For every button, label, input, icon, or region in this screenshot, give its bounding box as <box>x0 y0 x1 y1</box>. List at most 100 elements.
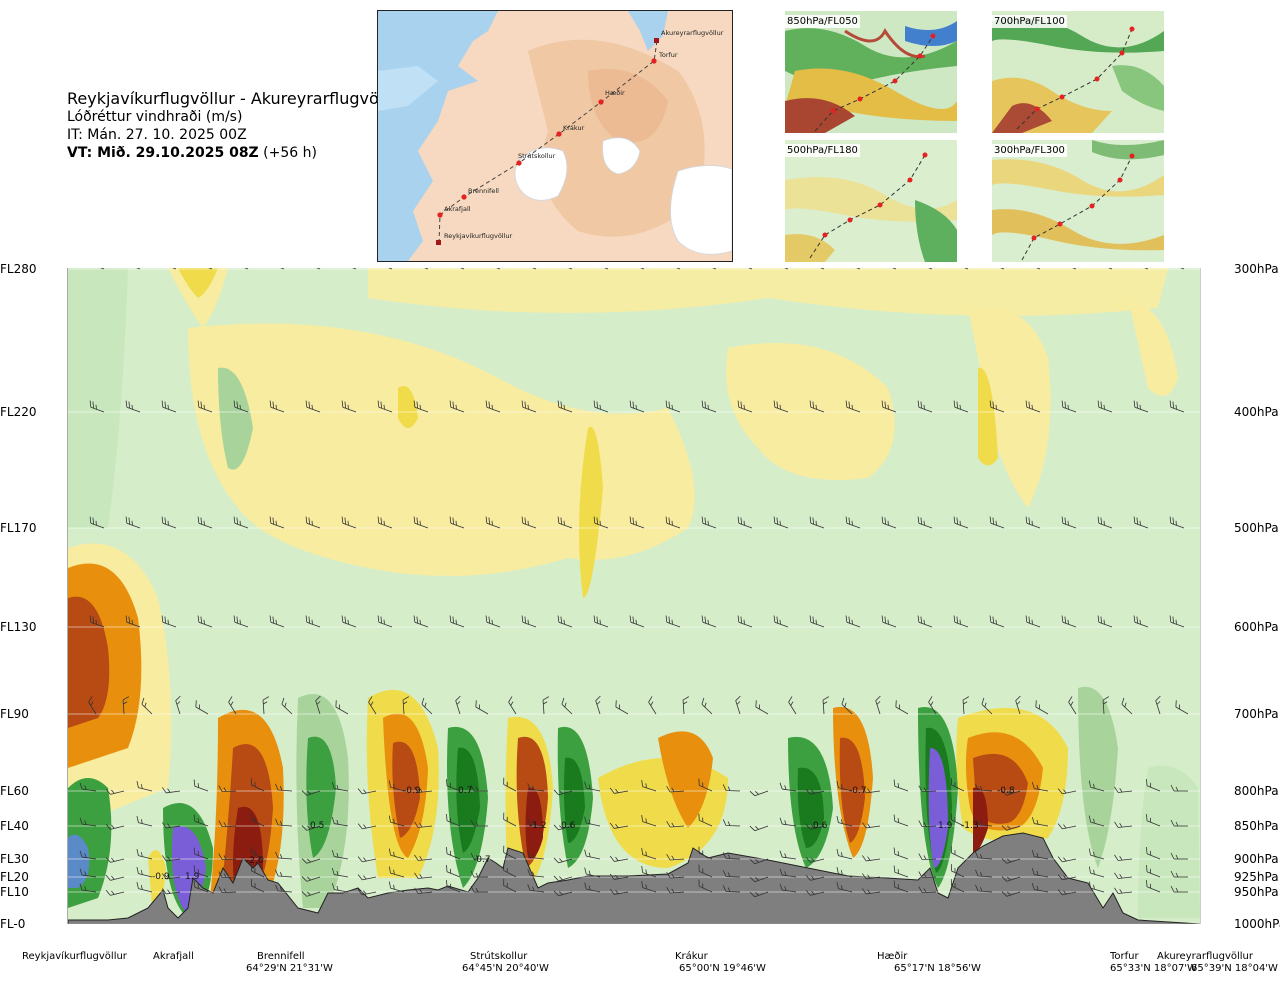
inset-850-graphic <box>785 11 957 133</box>
wind-barb <box>414 821 433 828</box>
wind-barb <box>136 848 153 860</box>
wind-barb <box>666 853 685 861</box>
wind-barb <box>893 847 909 860</box>
wind-barb <box>1146 779 1161 792</box>
wind-barb <box>470 784 488 792</box>
wind-barb <box>162 855 181 862</box>
wind-barb <box>1057 874 1077 881</box>
left-axis-label: FL170 <box>0 521 37 535</box>
wind-barb <box>105 857 125 863</box>
wind-barb <box>446 847 461 860</box>
waypoint-coord: 65°17'N 18°56'W <box>894 963 981 974</box>
wind-barb <box>862 822 881 829</box>
wind-barb <box>136 815 153 827</box>
wind-barb <box>79 883 97 893</box>
wind-barb <box>218 886 237 893</box>
wind-barb <box>682 696 690 715</box>
wind-barb <box>641 880 657 893</box>
value-label: -0.8 <box>997 786 1015 796</box>
wind-barb <box>341 400 357 413</box>
wind-barb <box>1102 696 1110 715</box>
wind-barb <box>584 816 601 827</box>
wind-barb <box>301 858 321 864</box>
wind-barb <box>1097 615 1113 628</box>
wind-barb <box>805 890 825 896</box>
wind-barb <box>698 813 713 827</box>
wind-barb <box>388 848 405 860</box>
wind-barb <box>584 849 601 860</box>
wind-barb <box>641 847 657 860</box>
wind-barb <box>918 785 937 792</box>
wind-barb <box>1025 615 1041 628</box>
upper-level-field <box>68 268 1178 598</box>
inset-map-300: 300hPa/FL300 <box>992 140 1164 262</box>
wind-barb <box>1175 700 1189 715</box>
wind-barb <box>470 852 488 860</box>
wind-barb <box>805 824 825 830</box>
wind-barb <box>193 779 209 792</box>
wind-barb <box>1114 872 1133 879</box>
wind-barb <box>521 615 537 628</box>
variable-label: Lóðréttur vindhraði (m/s) <box>67 109 243 125</box>
wind-barb <box>975 869 993 878</box>
wind-barb <box>1035 700 1049 715</box>
wind-barb <box>665 400 681 413</box>
valid-time-main: VT: Mið. 29.10.2025 08Z <box>67 145 259 161</box>
wind-barb <box>455 695 461 715</box>
wind-barb <box>749 858 769 865</box>
wind-barb <box>1114 821 1133 828</box>
wind-barb <box>698 864 713 878</box>
cross-section-svg <box>68 268 1200 924</box>
wind-barb <box>805 875 825 881</box>
wind-barb <box>1025 400 1041 413</box>
wind-barb <box>989 516 1005 529</box>
wind-barb <box>1170 819 1188 827</box>
wind-barb <box>414 887 433 894</box>
wind-barb <box>175 695 181 715</box>
wind-barb <box>377 400 393 413</box>
wind-barb <box>666 886 685 894</box>
wind-barb <box>218 785 237 792</box>
wind-barb <box>862 888 881 895</box>
wind-barb <box>779 850 797 860</box>
wind-barb <box>1057 856 1077 863</box>
wind-barb <box>1146 847 1161 860</box>
wind-barb <box>413 516 429 529</box>
wind-barb <box>527 783 545 792</box>
wind-barb <box>749 891 769 898</box>
wind-barb <box>162 787 181 794</box>
wind-barb <box>809 615 825 628</box>
wind-barb <box>962 696 970 715</box>
wind-barb <box>377 516 393 529</box>
wind-barb <box>788 696 797 715</box>
wind-barb <box>722 885 741 893</box>
value-label: -2.6 <box>246 856 264 866</box>
wind-barb <box>331 883 349 893</box>
wind-barb <box>197 516 213 529</box>
wind-barb <box>917 400 933 413</box>
inset-300-graphic <box>992 140 1164 262</box>
wind-barb <box>1097 400 1113 413</box>
wind-barb <box>1088 780 1105 792</box>
wind-barb <box>197 615 213 628</box>
wind-barb <box>1133 516 1149 529</box>
wind-barb <box>377 615 393 628</box>
wind-barb <box>918 853 937 860</box>
terrain-profile <box>68 832 1200 924</box>
wind-barb <box>275 869 293 878</box>
wind-barb <box>895 700 909 715</box>
map-label-haedir: Hæðir <box>605 89 625 97</box>
wind-barb <box>862 855 881 862</box>
wind-barb <box>125 615 141 628</box>
wind-barb <box>593 615 609 628</box>
wind-barb <box>485 615 501 628</box>
wind-barb <box>341 516 357 529</box>
right-axis-label: 1000hPa <box>1234 917 1280 931</box>
wind-barb <box>1001 891 1021 897</box>
waypoint-coord: 65°00'N 19°46'W <box>679 963 766 974</box>
wind-barb <box>1114 887 1133 894</box>
wind-barb <box>779 868 797 878</box>
wind-barb <box>341 615 357 628</box>
wind-barb <box>305 516 321 529</box>
wind-barb <box>701 697 713 715</box>
